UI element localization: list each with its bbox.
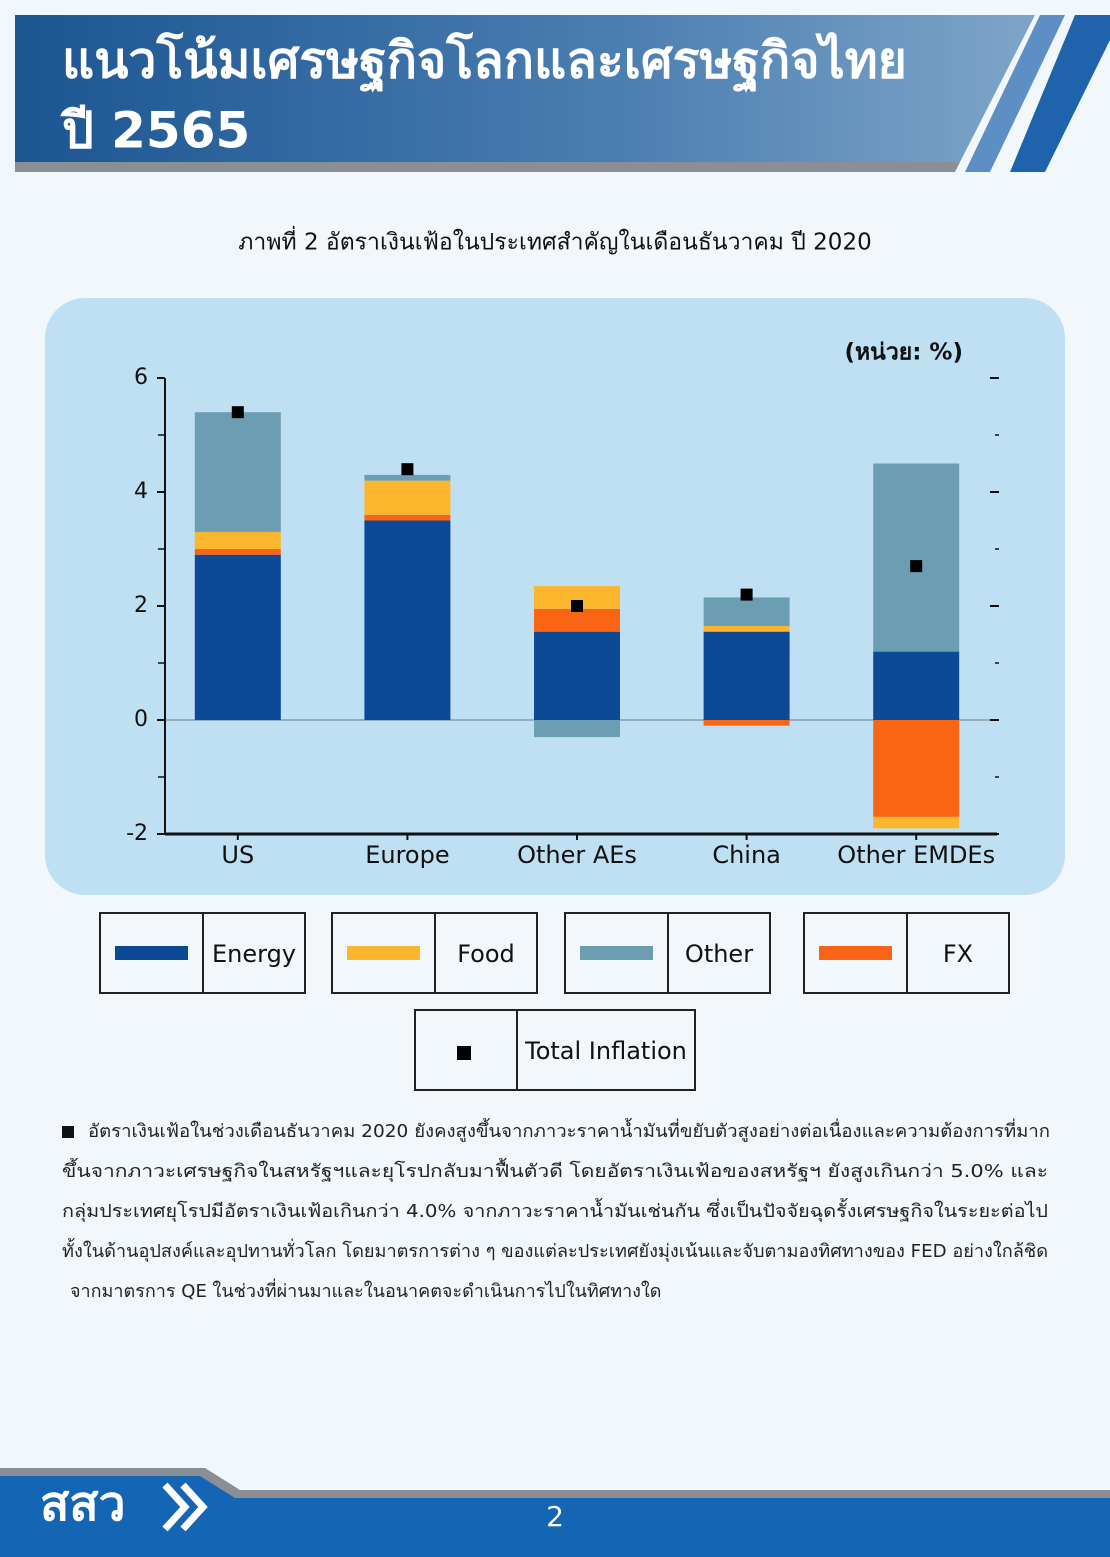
header-stripe xyxy=(965,15,1065,172)
bullet xyxy=(62,1126,74,1138)
legend-label: Total Inflation xyxy=(524,1037,687,1065)
header-underline xyxy=(15,162,960,172)
footer-logo: สสว xyxy=(40,1476,126,1532)
x-tick-label: US xyxy=(221,841,254,869)
plot: -2 0 2 4 6 US Europe Other AEs China Other EMDEs xyxy=(126,365,999,869)
legend-swatch xyxy=(347,946,420,960)
paragraph-line: กลุ่มประเทศยุโรปมีอัตราเงินเฟ้อเกินกว่า … xyxy=(62,1198,1048,1222)
bar-segment xyxy=(873,463,960,652)
header-band xyxy=(15,15,1035,162)
x-tick-label: China xyxy=(712,841,781,869)
bar-segment xyxy=(194,549,281,555)
bar-segment xyxy=(364,474,451,481)
logo-chevrons xyxy=(162,1482,208,1532)
legend-label: FX xyxy=(943,940,973,968)
bar-segment xyxy=(703,597,790,626)
legend-label: Food xyxy=(457,940,515,968)
chart-title: ภาพที่ 2 อัตราเงินเฟ้อในประเทศสำคัญในเดื… xyxy=(238,226,871,256)
total-marker xyxy=(231,406,244,419)
y-tick-label: 4 xyxy=(134,479,148,504)
legend-swatch xyxy=(580,946,653,960)
header-title: แนวโน้มเศรษฐกิจโลกและเศรษฐกิจไทย xyxy=(62,31,907,93)
bar-segment xyxy=(194,554,281,720)
footer-band xyxy=(0,1476,1110,1557)
legend-swatch xyxy=(457,1046,471,1060)
total-marker xyxy=(571,600,583,612)
page-number: 2 xyxy=(546,1500,564,1533)
bar-segment xyxy=(534,631,620,720)
x-tick-label: Other EMDEs xyxy=(837,841,995,869)
paragraph-line: อัตราเงินเฟ้อในช่วงเดือนธันวาคม 2020 ยัง… xyxy=(88,1118,1050,1142)
legend-label: Energy xyxy=(212,940,296,968)
bar-segment xyxy=(873,720,960,817)
legend-swatch xyxy=(115,946,188,960)
bar-segment xyxy=(364,520,451,720)
legend-label: Other xyxy=(685,940,753,968)
y-tick-label: -2 xyxy=(126,821,148,846)
bar-segment xyxy=(534,608,620,632)
bar-segment xyxy=(194,531,281,549)
bar-segment xyxy=(364,480,451,515)
legend: Energy Food Other FX Total Inflation xyxy=(115,940,973,1065)
paragraph-line: ทั้งในด้านอุปสงค์และอุปทานทั่วโลก โดยมาต… xyxy=(62,1238,1048,1262)
bar-segment xyxy=(703,625,790,632)
unit-label: (หน่วย: %) xyxy=(844,340,963,366)
bar-segment xyxy=(534,720,620,738)
bar-segment xyxy=(873,651,960,720)
bar-segment xyxy=(703,631,790,720)
bar-segment xyxy=(703,720,790,726)
paragraph: อัตราเงินเฟ้อในช่วงเดือนธันวาคม 2020 ยัง… xyxy=(62,1118,1050,1302)
y-tick-label: 6 xyxy=(134,365,148,390)
total-marker xyxy=(740,588,753,601)
paragraph-line: จากมาตรการ QE ในช่วงที่ผ่านมาและในอนาคตจ… xyxy=(70,1278,661,1302)
y-tick-label: 2 xyxy=(134,593,148,618)
bar-segment xyxy=(873,816,960,829)
bar-segment xyxy=(364,514,451,521)
legend-swatch xyxy=(819,946,892,960)
bar-segment xyxy=(534,586,620,609)
x-tick-label: Other AEs xyxy=(517,841,637,869)
bar-segment xyxy=(194,412,281,532)
x-tick-label: Europe xyxy=(365,841,449,869)
y-tick-label: 0 xyxy=(134,707,148,732)
legend-frames xyxy=(99,912,1010,1091)
total-marker xyxy=(910,560,923,573)
header-stripe xyxy=(1010,15,1110,172)
total-marker xyxy=(401,463,414,476)
header-title: ปี 2565 xyxy=(60,102,250,160)
paragraph-line: ขึ้นจากภาวะเศรษฐกิจในสหรัฐฯและยุโรปกลับม… xyxy=(62,1158,1048,1182)
